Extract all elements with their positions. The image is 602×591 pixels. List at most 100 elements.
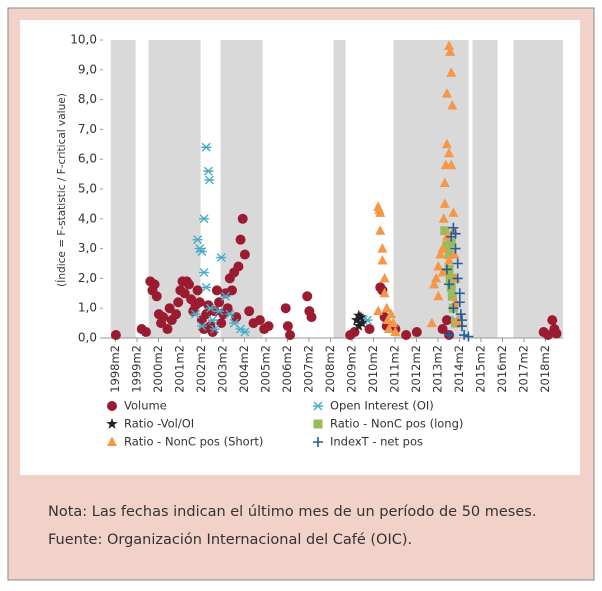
point xyxy=(437,266,448,277)
y-tick-label: 3,0 xyxy=(78,241,97,255)
point xyxy=(438,213,449,223)
point xyxy=(401,330,412,341)
point xyxy=(254,315,265,326)
point xyxy=(441,138,452,149)
legend-label: Volume xyxy=(124,399,167,413)
point xyxy=(211,285,222,296)
legend-label: IndexT - net pos xyxy=(330,435,423,449)
point xyxy=(244,306,255,317)
point xyxy=(444,330,455,341)
point xyxy=(452,273,463,284)
source: Fuente: Organización Internacional del C… xyxy=(48,532,412,548)
y-tick-label: 9,0 xyxy=(78,62,97,76)
point xyxy=(452,258,463,269)
point xyxy=(353,320,365,331)
point xyxy=(233,261,244,272)
point xyxy=(450,243,461,254)
y-tick-label: 4,0 xyxy=(78,211,97,225)
point xyxy=(285,330,296,341)
point xyxy=(239,327,250,337)
x-tick-label: 2008m2 xyxy=(323,345,337,393)
x-tick-label: 1999m2 xyxy=(130,345,144,393)
point xyxy=(411,327,422,338)
point xyxy=(426,317,437,328)
point xyxy=(306,312,317,323)
point xyxy=(435,249,446,259)
point xyxy=(542,330,553,341)
y-tick-label: 2,0 xyxy=(78,271,97,285)
point xyxy=(446,238,456,248)
point xyxy=(441,264,452,275)
point xyxy=(445,46,456,56)
point xyxy=(455,309,466,320)
x-tick-label: 2015m2 xyxy=(473,345,487,393)
x-tick-label: 2017m2 xyxy=(516,345,530,393)
point xyxy=(448,222,459,233)
point xyxy=(377,243,388,253)
point xyxy=(440,226,450,236)
point xyxy=(364,324,375,335)
point xyxy=(220,291,231,301)
point xyxy=(214,306,225,316)
point xyxy=(140,327,151,338)
x-tick-label: 2004m2 xyxy=(237,345,251,393)
y-tick-label: 0,0 xyxy=(78,331,97,345)
point xyxy=(447,100,458,110)
point xyxy=(179,288,190,299)
x-tick-label: 2014m2 xyxy=(452,345,466,393)
point xyxy=(388,317,399,328)
point xyxy=(441,88,452,98)
point xyxy=(459,330,470,341)
point xyxy=(207,315,218,325)
y-tick-label: 8,0 xyxy=(78,92,97,106)
shaded-period xyxy=(333,40,346,338)
y-axis-label: (Índice = F-statistic / F-critical value… xyxy=(55,93,68,287)
point xyxy=(431,272,442,283)
point xyxy=(449,249,460,259)
point xyxy=(196,247,207,257)
point xyxy=(263,321,274,332)
point xyxy=(433,290,444,301)
point xyxy=(444,147,455,158)
legend-label: Open Interest (OI) xyxy=(330,399,434,413)
legend-symbol xyxy=(313,419,323,429)
point xyxy=(382,314,393,325)
point xyxy=(151,291,162,302)
point xyxy=(463,331,474,342)
point xyxy=(171,309,182,320)
point xyxy=(386,308,397,319)
point xyxy=(355,311,367,322)
point xyxy=(201,142,212,152)
point xyxy=(446,159,457,170)
point xyxy=(192,235,203,245)
legend-symbol xyxy=(106,418,118,429)
y-tick-label: 10,0 xyxy=(70,33,97,47)
legend-label: Ratio -Vol/OI xyxy=(124,417,194,431)
point xyxy=(444,250,454,260)
x-tick-label: 2005m2 xyxy=(258,345,272,393)
point xyxy=(158,312,169,323)
x-tick-label: 2002m2 xyxy=(194,345,208,393)
point xyxy=(439,177,450,188)
point xyxy=(239,249,250,260)
point xyxy=(164,303,175,314)
point xyxy=(383,323,394,334)
x-tick-label: 2006m2 xyxy=(280,345,294,393)
legend-symbol xyxy=(313,401,323,411)
y-tick-label: 6,0 xyxy=(78,152,97,166)
point xyxy=(282,321,293,332)
point xyxy=(199,267,210,277)
x-tick-label: 2009m2 xyxy=(344,345,358,393)
point xyxy=(450,228,461,239)
x-tick-label: 2001m2 xyxy=(173,345,187,393)
point xyxy=(448,303,459,314)
point xyxy=(149,279,160,290)
point xyxy=(547,315,558,326)
legend-symbol xyxy=(107,436,117,446)
point xyxy=(356,317,368,328)
point xyxy=(222,303,233,314)
x-tick-label: 1998m2 xyxy=(108,345,122,393)
point xyxy=(237,213,248,224)
shaded-period xyxy=(110,40,136,338)
point xyxy=(162,324,173,335)
